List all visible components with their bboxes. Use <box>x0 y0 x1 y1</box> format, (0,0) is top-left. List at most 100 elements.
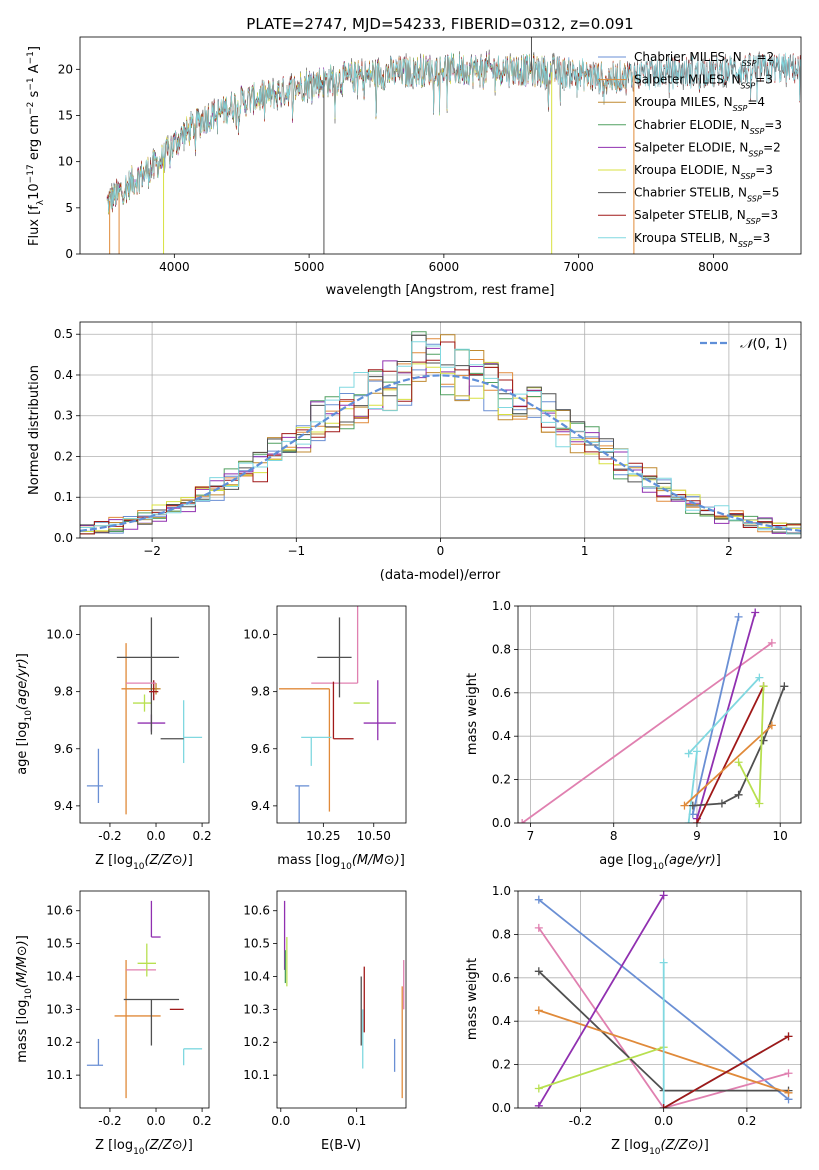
y-tick-label: 0.6 <box>492 686 511 700</box>
y-tick-label: 9.8 <box>251 685 270 699</box>
plus-marker <box>759 682 768 691</box>
y-tick-label: 0.6 <box>492 971 511 985</box>
axes-frame <box>276 890 407 1109</box>
x-tick-label: 8000 <box>698 260 729 274</box>
errorbar-point <box>150 900 161 938</box>
plus-marker <box>751 608 760 617</box>
x-axis-label: Z [log10(Z/Z⊙)] <box>95 853 193 872</box>
x-tick-label: 0.0 <box>271 1114 290 1128</box>
y-tick-label: 9.8 <box>54 685 73 699</box>
plus-marker <box>534 967 543 976</box>
plus-marker <box>755 799 764 808</box>
plus-marker <box>534 1084 543 1093</box>
age_vs_mass-panel: 10.25 10.50 9.4 9.6 9.8 10.0 mass [log10(M/M⊙)… <box>243 605 407 872</box>
x-tick-label: 0.0 <box>654 1114 673 1128</box>
plus-marker <box>534 923 543 932</box>
x-tick-label: -0.2 <box>98 1114 121 1128</box>
plus-marker <box>692 819 701 823</box>
legend-label: Kroupa MILES, NSSP=4 <box>634 95 765 113</box>
errorbar-point <box>295 785 310 823</box>
x-tick-label: 1 <box>581 544 589 558</box>
plus-marker <box>734 612 743 621</box>
plus-marker <box>534 1101 543 1108</box>
x-tick-label: 9 <box>693 829 701 843</box>
axes-frame <box>79 890 210 1109</box>
y-tick-label: 10.1 <box>46 1068 73 1082</box>
y-tick-label: 0.4 <box>54 368 73 382</box>
y-tick-label: 20 <box>58 62 73 76</box>
plus-marker <box>717 799 726 808</box>
x-tick-label: −2 <box>143 544 161 558</box>
histogram-series <box>80 361 801 532</box>
mass-weight-series <box>684 747 701 823</box>
plus-marker <box>784 1032 793 1041</box>
legend-label: Salpeter ELODIE, NSSP=2 <box>634 140 781 158</box>
errorbar-point <box>116 617 180 735</box>
x-axis-label: Z [log10(Z/Z⊙)] <box>95 1138 193 1157</box>
y-tick-label: 0.1 <box>54 490 73 504</box>
errorbar-point <box>279 688 331 812</box>
y-tick-label: 0.0 <box>492 1101 511 1115</box>
x-tick-label: 6000 <box>429 260 460 274</box>
y-axis-label: mass weight <box>465 673 480 755</box>
errorbar-point <box>121 643 159 815</box>
y-tick-label: 0.4 <box>492 729 511 743</box>
plus-marker <box>534 895 543 904</box>
errorbar-point <box>311 606 359 684</box>
errorbar-point <box>114 960 161 1099</box>
x-tick-label: -0.2 <box>569 1114 592 1128</box>
residuals-panel: −2 −1 0 1 2 0.0 0.1 0.2 0.3 0.4 0.5 (data-model)/er… <box>27 321 802 583</box>
x-axis-label: Z [log10(Z/Z⊙)] <box>611 1138 709 1157</box>
y-axis-label: Normed distribution <box>27 365 42 495</box>
plus-marker <box>692 747 701 756</box>
x-axis-label: (data-model)/error <box>380 568 501 583</box>
y-tick-label: 9.4 <box>251 799 270 813</box>
mass_vs_EBV-plot-area <box>283 900 405 1099</box>
x-tick-label: 7000 <box>563 260 594 274</box>
y-tick-label: 10.0 <box>243 628 270 642</box>
y-tick-label: 10.3 <box>243 1002 270 1016</box>
y-tick-label: 5 <box>65 201 73 215</box>
y-tick-label: 0.2 <box>492 1058 511 1072</box>
plus-marker <box>680 801 689 810</box>
legend-label: Chabrier MILES, NSSP=2 <box>634 50 774 68</box>
mass-weight-series <box>684 673 764 758</box>
errorbar-point <box>183 700 203 764</box>
plus-marker <box>767 638 776 647</box>
axes-frame <box>517 890 802 1109</box>
normal-curve <box>80 374 801 532</box>
mass-weight-series <box>659 1032 793 1108</box>
x-tick-label: 8 <box>610 829 618 843</box>
age_vs_mass-plot-area <box>279 606 396 823</box>
y-tick-label: 0.4 <box>492 1014 511 1028</box>
x-tick-label: -0.2 <box>98 829 121 843</box>
figure-title: PLATE=2747, MJD=54233, FIBERID=0312, z=0… <box>246 15 633 33</box>
mass_weight_vs_age-panel: 7 8 9 10 0.0 0.2 0.4 0.6 0.8 1.0 age [log10(age/yr… <box>465 599 802 872</box>
y-tick-label: 10.6 <box>243 904 270 918</box>
y-tick-label: 10.5 <box>46 937 73 951</box>
axes-frame <box>276 605 407 824</box>
y-tick-label: 0.8 <box>492 927 511 941</box>
legend-label: Chabrier STELIB, NSSP=5 <box>634 186 779 204</box>
y-tick-label: 0.0 <box>492 816 511 830</box>
y-tick-label: 0.3 <box>54 409 73 423</box>
x-axis-label: age [log10(age/yr)] <box>599 853 721 872</box>
plus-marker <box>659 958 668 967</box>
age_vs_Z-plot-area <box>86 617 203 815</box>
y-axis-label: mass [log10(M/M⊙)] <box>15 935 34 1063</box>
x-axis-label: wavelength [Angstrom, rest frame] <box>326 283 555 298</box>
plus-marker <box>784 1069 793 1078</box>
x-tick-label: 0.1 <box>347 1114 366 1128</box>
legend-label: Kroupa ELODIE, NSSP=3 <box>634 163 773 181</box>
errorbar-point <box>151 683 161 695</box>
y-tick-label: 10.1 <box>243 1068 270 1082</box>
legend-label: 𝒩(0, 1) <box>740 337 787 352</box>
errorbar-point <box>317 617 352 698</box>
spectrum-plot-area <box>106 37 801 254</box>
legend-label: Chabrier ELODIE, NSSP=3 <box>634 118 782 136</box>
mass-weight-series <box>734 682 768 808</box>
y-tick-label: 10 <box>58 155 73 169</box>
legend-label: Salpeter MILES, NSSP=3 <box>634 73 773 91</box>
mass-weight-series <box>659 958 793 1108</box>
